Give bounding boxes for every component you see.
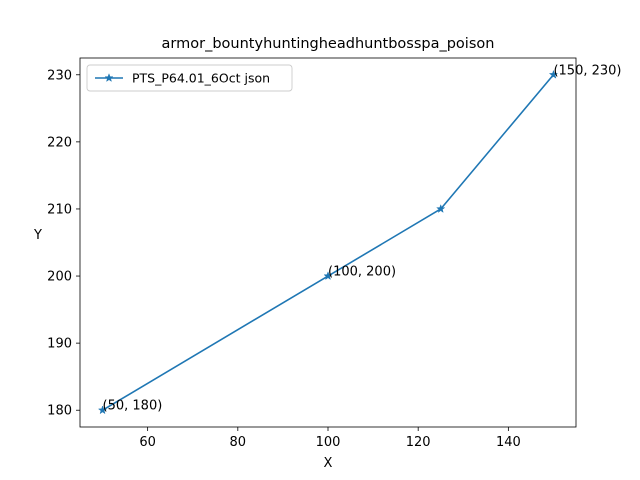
x-tick-label: 60 xyxy=(139,435,156,450)
x-tick-label: 140 xyxy=(496,435,521,450)
data-point-marker xyxy=(548,69,559,79)
y-tick-label: 190 xyxy=(47,337,72,352)
y-tick-label: 230 xyxy=(47,68,72,83)
x-tick-label: 80 xyxy=(230,435,247,450)
data-point-marker xyxy=(436,203,446,213)
y-tick-label: 210 xyxy=(47,202,72,217)
plot-frame xyxy=(79,57,577,428)
data-point-marker xyxy=(323,271,333,281)
data-point-annotation: (150, 230) xyxy=(553,63,621,78)
legend-marker-swatch xyxy=(104,73,114,83)
x-tick-label: 100 xyxy=(316,435,341,450)
data-point-marker xyxy=(97,405,108,415)
legend-box xyxy=(86,64,293,92)
chart-title: armor_bountyhuntingheadhuntbosspa_poison xyxy=(162,36,495,52)
x-tick-label: 120 xyxy=(406,435,431,450)
y-axis-label: Y xyxy=(33,228,42,243)
data-point-annotation: (50, 180) xyxy=(103,399,163,414)
x-axis-label: X xyxy=(324,456,333,471)
legend-entry-label: PTS_P64.01_6Oct json xyxy=(132,71,270,86)
y-tick-label: 200 xyxy=(47,270,72,285)
y-tick-label: 180 xyxy=(47,404,72,419)
series-line xyxy=(102,74,555,411)
y-tick-label: 220 xyxy=(47,135,72,150)
plot-area: 60 80 100 120 140 180 190 200 210 220 230 (50, 180)… xyxy=(47,57,622,450)
data-point-annotation: (100, 200) xyxy=(328,265,396,280)
